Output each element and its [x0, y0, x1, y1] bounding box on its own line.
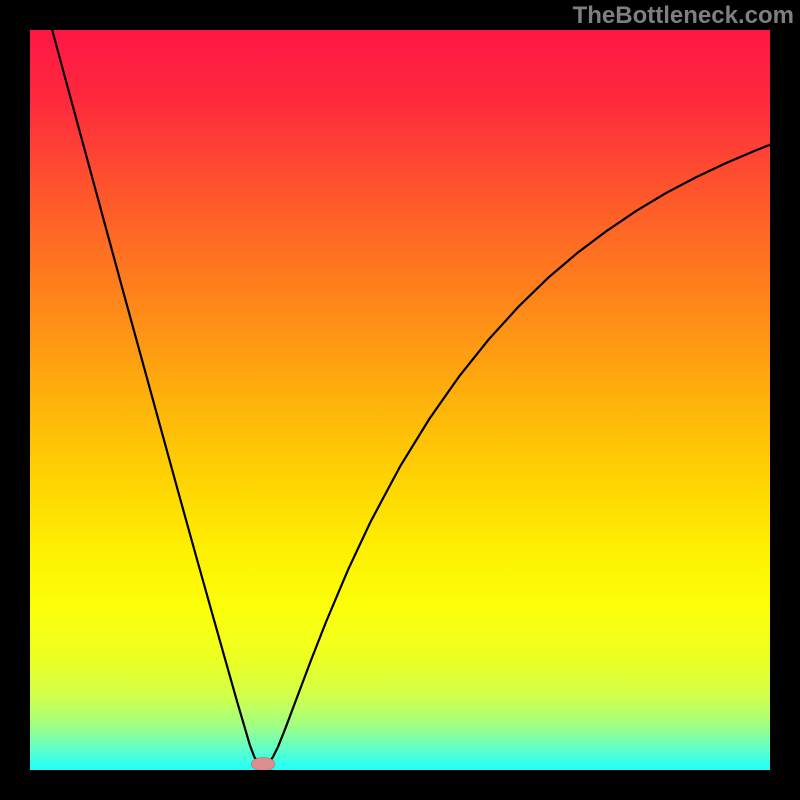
- chart-container: TheBottleneck.com: [0, 0, 800, 800]
- gradient-background: [30, 30, 770, 770]
- plot-area: [30, 30, 770, 770]
- plot-svg: [30, 30, 770, 770]
- watermark-text: TheBottleneck.com: [573, 2, 794, 30]
- minimum-marker: [251, 757, 275, 770]
